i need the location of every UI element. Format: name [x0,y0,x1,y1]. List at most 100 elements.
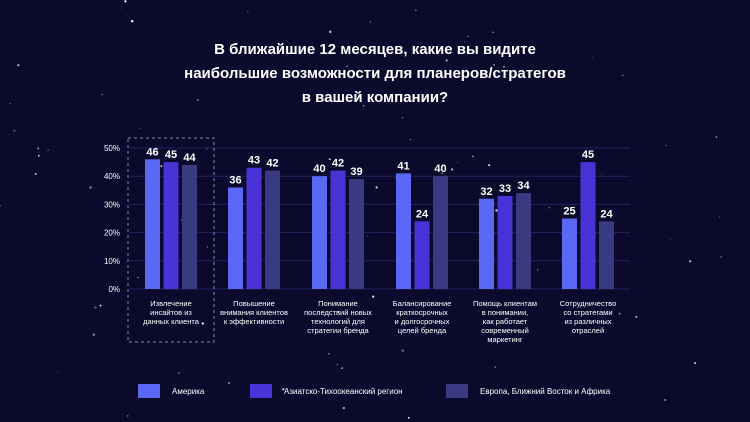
star [367,236,369,238]
star [719,216,721,218]
star [337,311,340,313]
bar-value-label: 46 [146,146,158,158]
star [92,333,96,336]
y-tick-label: 40% [104,172,120,181]
bar [246,167,262,289]
star [464,41,466,43]
y-tick-label: 0% [108,285,120,294]
star [199,403,201,405]
x-category-label-line: отраслей [572,326,604,335]
star [37,154,40,157]
highlight-box [127,137,215,343]
bar-value-label: 24 [600,208,613,220]
x-category-label: Сотрудничество со стратегами из различных о… [560,299,617,335]
star [492,31,494,34]
y-tick-label: 20% [104,229,120,238]
x-category-label-line: Извлечение [150,299,192,308]
x-category-label: Повышение внимания клиентов к эффективност… [220,299,288,326]
bar [145,159,160,289]
star [328,352,330,355]
bar-value-label: 43 [248,155,260,167]
legend-item-america: Америка [138,383,204,399]
star [635,315,638,318]
star [451,168,454,171]
star [488,164,491,167]
legend-swatch-apac [250,384,272,398]
title-line-1: В ближайшие 12 месяцев, какие вы видите [214,41,536,58]
star [328,30,332,34]
x-category-label-line: целей бренда [398,326,447,335]
bar-value-label: 36 [229,174,241,186]
bar-value-label: 45 [582,149,594,161]
star [282,388,285,391]
bar-value-label: 45 [165,149,177,161]
star [137,276,139,279]
star [17,64,20,67]
legend-label-emea: Европа, Ближний Восток и Африка [480,386,611,396]
bar [265,170,280,289]
star [457,161,459,163]
star [9,102,11,105]
x-category-label: Понимание последствий новых технологий для… [304,299,372,335]
title-line-3: в вашей компании? [301,89,449,106]
star [694,362,697,365]
x-category-label-line: Сотрудничество [560,299,617,308]
x-category-label-line: стратегии бренда [307,326,369,335]
star [89,186,92,189]
x-category-label: Балансирование краткосрочных и долгосрочны… [393,299,452,335]
star [467,35,469,38]
star [670,239,672,241]
x-category-label-line: данных клиента [143,317,200,326]
star [493,63,496,67]
x-category-label-line: внимания клиентов [220,308,288,317]
x-category-label-line: со стратегами [563,308,612,317]
star [99,304,102,307]
chart-title: В ближайшие 12 месяцев, какие вы видите … [125,38,625,110]
star [664,399,666,401]
x-category-label-line: последствий новых [304,308,372,317]
star [372,295,375,298]
x-category-label-line: как работает [483,317,528,326]
star [302,93,305,95]
title-line-2: наибольшие возможности для планеров/стра… [184,65,566,82]
y-tick-label: 30% [104,200,120,209]
star [206,246,208,248]
x-category-label-line: инсайтов из [150,308,192,317]
bar-value-label: 41 [397,160,409,172]
legend-label-apac: Азиатско-Тихоокеанский регион [284,386,403,396]
star [407,416,410,419]
bar [330,170,346,289]
bar-value-label: 44 [183,152,196,164]
star [369,21,372,23]
star [0,204,1,207]
bar-value-label: 25 [563,206,575,218]
x-category-label: Извлечение инсайтов из данных клиента [143,299,200,326]
star [139,127,141,129]
star [341,367,344,370]
x-category-label-line: технологий для [311,317,365,326]
bar [312,176,327,289]
star [13,129,16,132]
star [409,138,411,140]
star [201,322,204,325]
star [126,15,127,17]
bar-value-label: 24 [416,208,429,220]
legend-item-emea: Европа, Ближний Восток и Африка [446,383,610,399]
star [247,11,249,13]
star [401,349,404,352]
star [401,116,404,119]
star [601,173,603,175]
bar-value-label: 40 [434,163,446,175]
bar [228,187,243,289]
star [228,382,231,384]
star [358,174,359,176]
x-category-label-line: краткосрочных [396,308,448,317]
bar [182,164,197,289]
x-category-label-line: Понимание [318,299,358,308]
bar-value-label: 42 [266,158,278,170]
y-tick-label: 50% [104,144,120,153]
star [124,0,127,3]
x-category-label-line: Помощь клиентам [473,299,537,308]
bar [580,162,596,289]
x-category-label-line: и долгосрочных [395,317,450,326]
